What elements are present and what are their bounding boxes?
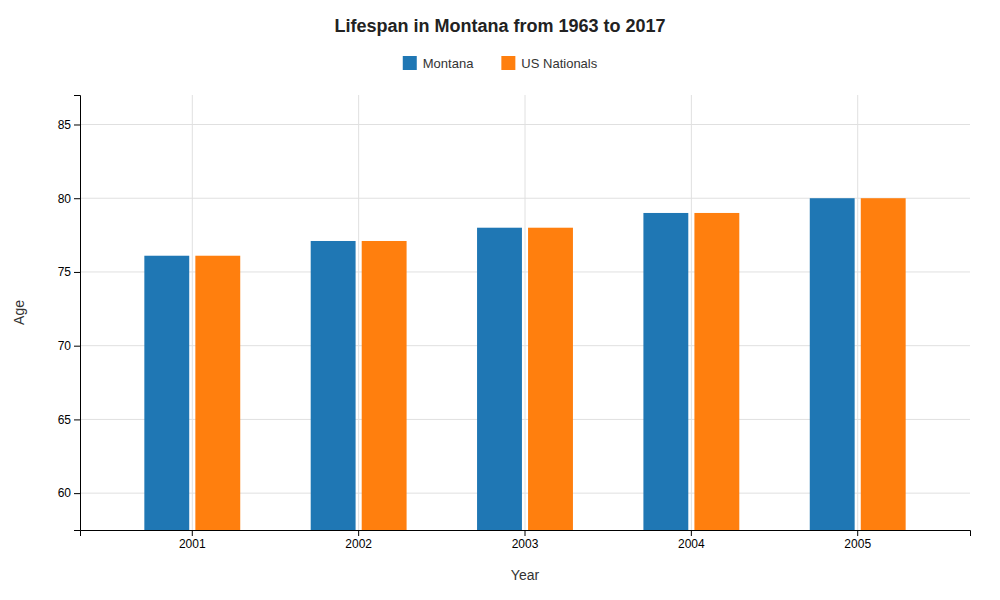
- x-tick-mark: [857, 530, 858, 536]
- x-tick-label: 2003: [512, 537, 539, 551]
- bars: [144, 198, 905, 530]
- x-tick-label: 2004: [678, 537, 705, 551]
- x-tick: 2002: [345, 530, 372, 551]
- x-tick: 2003: [512, 530, 539, 551]
- y-tick-mark: [74, 272, 80, 273]
- bar: [861, 198, 906, 530]
- y-tick: 80: [58, 192, 80, 206]
- plot-area: 60 65 70 75 80 85 2001 2002 2003 2004 2005: [58, 95, 971, 551]
- y-tick-mark: [74, 346, 80, 347]
- y-tick-mark: [74, 493, 80, 494]
- legend-swatch: [403, 56, 417, 70]
- y-axis: 60 65 70 75 80 85: [58, 96, 81, 531]
- grid-line-x: [358, 95, 359, 530]
- y-tick: 60: [58, 486, 80, 500]
- y-tick-label: 70: [58, 339, 72, 353]
- bar: [144, 256, 189, 530]
- bar: [810, 198, 855, 530]
- y-axis-line: [74, 96, 81, 531]
- bar: [477, 228, 522, 530]
- grid-line-x: [525, 95, 526, 530]
- x-tick: 2004: [678, 530, 705, 551]
- chart-title: Lifespan in Montana from 1963 to 2017: [334, 16, 665, 36]
- legend-item: US Nationals: [501, 56, 597, 71]
- bar: [362, 241, 407, 530]
- chart-container: 60 65 70 75 80 85 2001 2002 2003 2004 2005 Year Age L…: [0, 0, 1000, 600]
- y-axis-title: Age: [11, 300, 27, 325]
- y-tick: 70: [58, 339, 80, 353]
- y-tick-label: 85: [58, 118, 72, 132]
- x-tick-mark: [192, 530, 193, 536]
- x-tick: 2005: [844, 530, 871, 551]
- bar-series: [195, 198, 905, 530]
- y-tick-mark: [74, 419, 80, 420]
- legend-swatch: [501, 56, 515, 70]
- grid-line-x: [857, 95, 858, 530]
- x-axis-title: Year: [511, 567, 540, 583]
- bar: [643, 213, 688, 530]
- bar-series: [144, 198, 854, 530]
- x-tick-label: 2001: [179, 537, 206, 551]
- x-axis-line: [81, 531, 971, 537]
- y-tick-label: 80: [58, 192, 72, 206]
- bar: [311, 241, 356, 530]
- x-tick-label: 2002: [345, 537, 372, 551]
- x-tick-mark: [358, 530, 359, 536]
- legend-label: US Nationals: [521, 56, 597, 71]
- x-tick: 2001: [179, 530, 206, 551]
- x-tick-mark: [691, 530, 692, 536]
- grid: [80, 95, 970, 530]
- x-tick-mark: [525, 530, 526, 536]
- y-tick-label: 65: [58, 413, 72, 427]
- y-tick: 85: [58, 118, 80, 132]
- x-axis: 2001 2002 2003 2004 2005: [81, 530, 971, 551]
- y-tick-label: 75: [58, 265, 72, 279]
- legend: Montana US Nationals: [403, 56, 598, 71]
- chart-svg: 60 65 70 75 80 85 2001 2002 2003 2004 2005 Year Age L…: [0, 0, 1000, 600]
- bar: [694, 213, 739, 530]
- bar: [195, 256, 240, 530]
- legend-item: Montana: [403, 56, 474, 71]
- legend-label: Montana: [423, 56, 474, 71]
- bar: [528, 228, 573, 530]
- y-tick-mark: [74, 124, 80, 125]
- y-tick: 65: [58, 413, 80, 427]
- y-tick-label: 60: [58, 486, 72, 500]
- grid-line-x: [691, 95, 692, 530]
- grid-line-x: [192, 95, 193, 530]
- x-tick-label: 2005: [844, 537, 871, 551]
- y-tick-mark: [74, 198, 80, 199]
- y-tick: 75: [58, 265, 80, 279]
